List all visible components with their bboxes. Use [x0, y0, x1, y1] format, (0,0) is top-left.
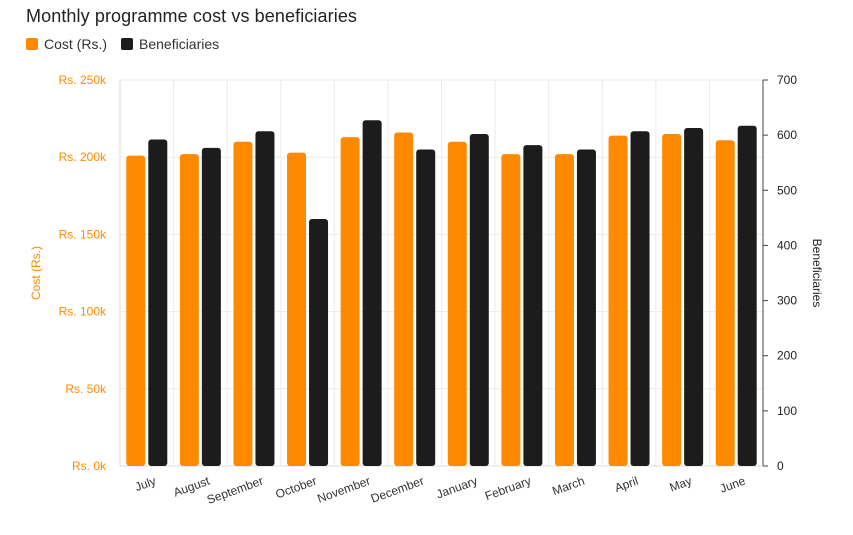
bar-beneficiaries	[201, 147, 221, 466]
y-tick-label: Rs. 0k	[72, 459, 107, 473]
bar-cost	[715, 140, 735, 466]
legend-swatch-cost	[26, 38, 38, 50]
y2-tick-label: 0	[777, 459, 784, 473]
legend-label-cost: Cost (Rs.)	[44, 36, 107, 52]
bar-cost	[501, 154, 521, 466]
y2-tick-label: 200	[777, 349, 797, 363]
bar-cost	[233, 141, 253, 466]
bar-cost	[287, 152, 307, 466]
y-tick-label: Rs. 150k	[59, 227, 107, 241]
x-tick-label: April	[613, 474, 640, 495]
x-tick-label: September	[205, 474, 265, 507]
y-tick-label: Rs. 100k	[59, 305, 107, 319]
legend-swatch-beneficiaries	[121, 38, 133, 50]
bar-beneficiaries	[630, 131, 650, 467]
x-tick-label: January	[434, 474, 479, 502]
bar-cost	[608, 135, 628, 467]
bar-beneficiaries	[255, 131, 275, 467]
bar-beneficiaries	[684, 127, 704, 466]
bar-beneficiaries	[469, 134, 489, 467]
bar-beneficiaries	[523, 145, 543, 466]
y2-tick-label: 100	[777, 404, 797, 418]
bar-beneficiaries	[576, 149, 596, 467]
y2-axis-title: Beneficiaries	[810, 239, 824, 308]
y2-tick-label: 600	[777, 128, 797, 142]
y-axis-title: Cost (Rs.)	[29, 246, 43, 300]
bar-cost	[662, 134, 682, 467]
x-tick-label: February	[483, 474, 533, 504]
legend-item-beneficiaries[interactable]: Beneficiaries	[121, 36, 219, 52]
bar-beneficiaries	[416, 149, 436, 467]
x-tick-label: May	[668, 474, 694, 495]
y2-tick-label: 500	[777, 183, 797, 197]
y2-tick-label: 700	[777, 73, 797, 87]
y2-tick-label: 400	[777, 238, 797, 252]
x-tick-label: June	[718, 474, 748, 496]
chart-title: Monthly programme cost vs beneficiaries	[26, 6, 358, 26]
legend-item-cost[interactable]: Cost (Rs.)	[26, 36, 107, 52]
y2-tick-label: 300	[777, 294, 797, 308]
x-tick-label: October	[274, 474, 319, 502]
x-tick-label: November	[315, 474, 372, 506]
bar-cost	[447, 141, 467, 466]
bar-beneficiaries	[737, 125, 757, 467]
bar-cost	[340, 137, 360, 467]
x-tick-label: July	[133, 474, 158, 494]
x-tick-label: March	[550, 474, 586, 499]
bar-cost	[179, 154, 199, 466]
y-tick-label: Rs. 50k	[65, 382, 107, 396]
bar-cost	[554, 154, 574, 466]
bar-cost	[126, 155, 146, 466]
bar-beneficiaries	[362, 120, 382, 467]
x-tick-label: December	[369, 474, 426, 506]
bar-beneficiaries	[148, 139, 168, 466]
chart-legend: Cost (Rs.) Beneficiaries	[26, 36, 219, 52]
y-tick-label: Rs. 200k	[59, 150, 107, 164]
bar-beneficiaries	[309, 218, 329, 466]
bar-cost	[394, 132, 414, 466]
legend-label-beneficiaries: Beneficiaries	[139, 36, 220, 52]
y-tick-label: Rs. 250k	[59, 73, 107, 87]
